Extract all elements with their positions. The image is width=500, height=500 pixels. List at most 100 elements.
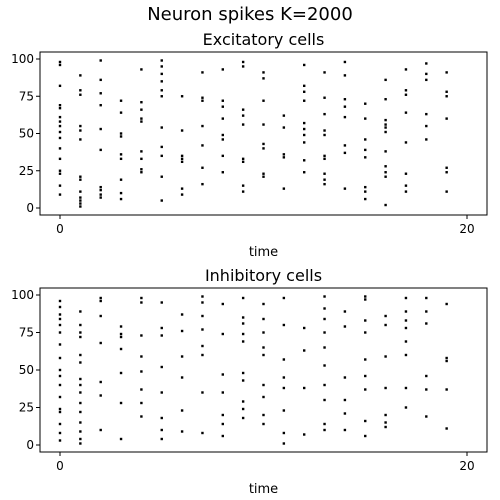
spike-point: [58, 147, 62, 150]
spike-point: [364, 319, 367, 322]
spike-point: [201, 99, 204, 102]
spike-point: [119, 197, 123, 201]
spike-point: [303, 386, 306, 390]
spike-point: [58, 305, 62, 309]
spike-point: [384, 126, 387, 129]
spike-point: [201, 166, 204, 169]
spike-point: [241, 184, 245, 187]
spike-point: [119, 111, 123, 114]
panel-title: Inhibitory cells: [205, 266, 322, 285]
spike-point: [323, 112, 326, 116]
spike-point: [364, 419, 367, 423]
spike-point: [241, 157, 245, 161]
spike-point: [384, 118, 387, 122]
spike-point: [160, 59, 163, 62]
spike-point: [323, 422, 326, 426]
figure-title: Neuron spikes K=2000: [147, 4, 353, 25]
x-tick-label: 20: [459, 459, 474, 473]
spike-point: [160, 428, 163, 432]
spike-point: [343, 325, 347, 328]
spike-point: [119, 178, 123, 181]
spike-point: [323, 295, 326, 298]
spike-point: [140, 401, 143, 405]
spike-point: [140, 301, 143, 304]
y-tick-label: 0: [26, 438, 34, 452]
spike-point: [160, 145, 163, 149]
spike-point: [262, 147, 265, 150]
spike-point: [241, 379, 245, 382]
spike-point: [404, 340, 408, 343]
spike-point: [262, 71, 265, 74]
spike-point: [425, 124, 428, 128]
spike-point: [303, 63, 306, 67]
spike-point: [99, 185, 102, 189]
spike-point: [119, 153, 123, 156]
spike-point: [180, 409, 184, 412]
spike-point: [323, 346, 326, 349]
spike-point: [160, 89, 163, 92]
spike-point: [160, 199, 163, 202]
spike-point: [364, 138, 367, 141]
spike-point: [58, 395, 62, 399]
y-tick-label: 0: [26, 201, 34, 215]
spike-point: [343, 115, 347, 119]
spike-point: [180, 160, 184, 164]
y-tick-label: 100: [11, 288, 34, 302]
spike-point: [282, 156, 286, 159]
x-tick-label: 0: [56, 222, 64, 236]
spike-point: [140, 296, 143, 300]
spike-point: [99, 196, 102, 199]
spike-point: [221, 68, 224, 71]
spike-point: [425, 322, 428, 325]
spike-point: [221, 105, 224, 108]
spike-point: [201, 301, 204, 304]
spike-point: [79, 205, 82, 208]
spike-point: [58, 60, 62, 64]
y-tick-label: 50: [19, 363, 34, 377]
spike-point: [241, 332, 245, 336]
spike-point: [58, 368, 62, 372]
spike-point: [58, 299, 62, 303]
spike-point: [404, 93, 408, 96]
spike-point: [303, 171, 306, 174]
spike-point: [303, 349, 306, 352]
spike-point: [425, 72, 428, 76]
spike-point: [364, 374, 367, 378]
spike-point: [79, 190, 82, 193]
spike-point: [323, 428, 326, 432]
spike-point: [99, 428, 102, 432]
spike-point: [384, 130, 387, 134]
spike-point: [221, 302, 224, 306]
spike-point: [79, 93, 82, 96]
spike-point: [282, 358, 286, 361]
spike-point: [99, 127, 102, 131]
spike-point: [364, 388, 367, 391]
y-tick-label: 50: [19, 127, 34, 141]
spike-point: [79, 377, 82, 381]
spike-point: [201, 124, 204, 128]
spike-point: [201, 71, 204, 74]
spike-point: [119, 135, 123, 138]
spike-point: [282, 153, 286, 156]
spike-point: [58, 383, 62, 387]
spike-point: [323, 96, 326, 99]
spike-point: [221, 332, 224, 336]
spike-point: [343, 105, 347, 108]
spike-point: [425, 78, 428, 82]
spike-point: [58, 317, 62, 321]
spike-point: [58, 84, 62, 88]
spike-point: [140, 334, 143, 337]
spike-point: [180, 313, 184, 316]
spike-point: [384, 413, 387, 417]
spike-point: [58, 331, 62, 334]
spike-point: [445, 302, 448, 306]
spike-point: [99, 148, 102, 152]
spike-point: [180, 157, 184, 161]
spike-point: [404, 172, 408, 175]
spike-point: [119, 401, 123, 405]
spike-point: [119, 371, 123, 375]
spike-point: [58, 63, 62, 67]
spike-point: [445, 95, 448, 98]
spike-point: [303, 326, 306, 330]
spike-point: [201, 295, 204, 298]
